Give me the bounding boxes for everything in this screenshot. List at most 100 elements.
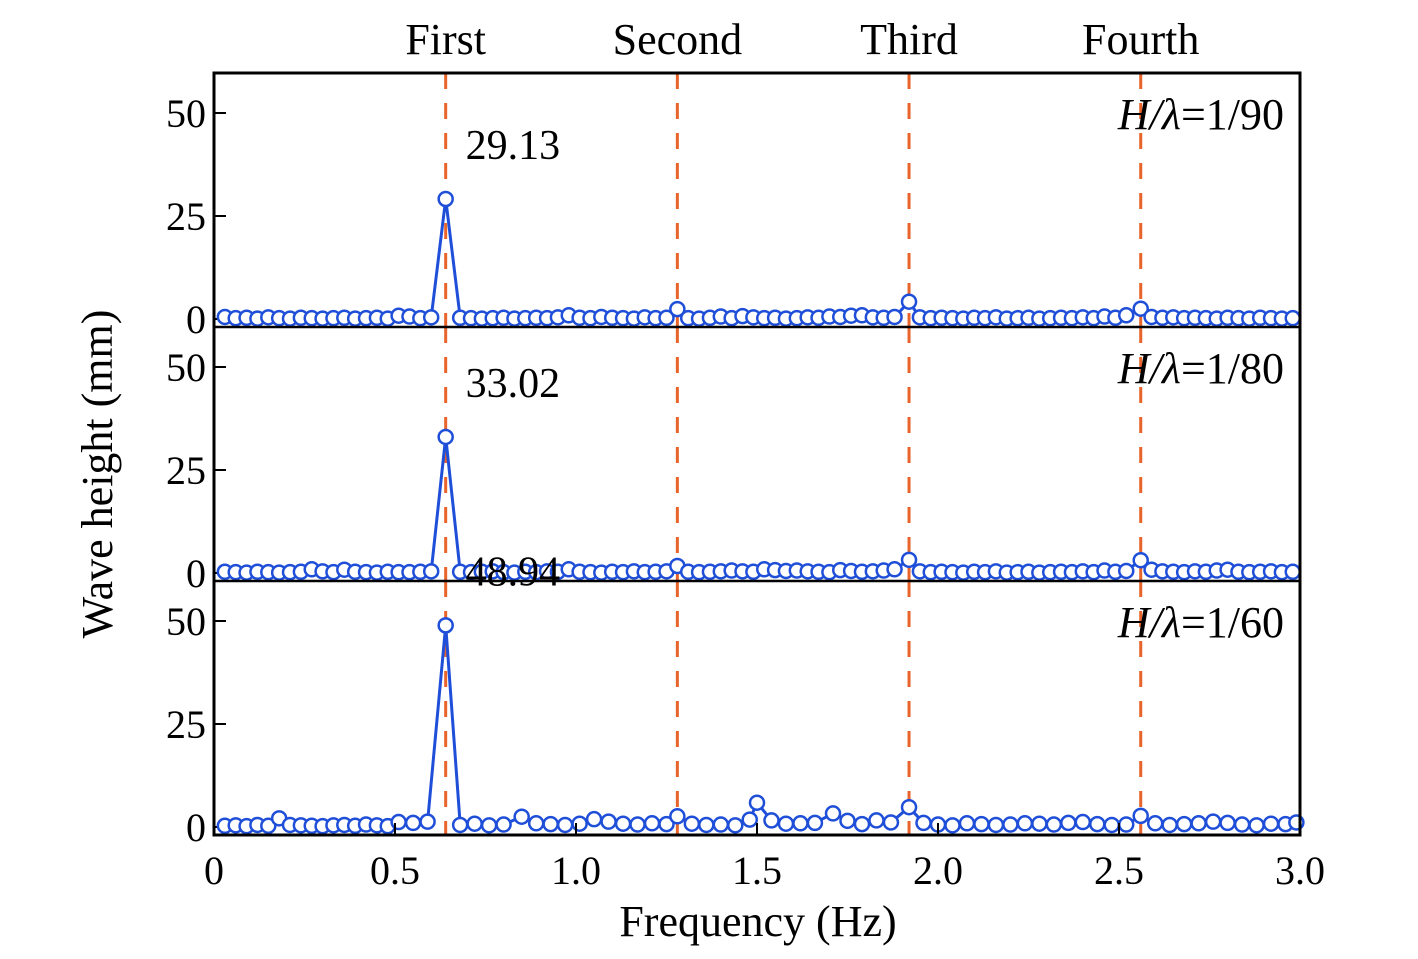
data-point [1284,309,1302,327]
panel-2: 0 25 50 33.02 H/λ=1/80 [166,325,1302,596]
data-point [1146,815,1164,832]
data-point [629,816,646,833]
data-point [900,551,918,569]
harmonic-labels: First Second Third Fourth [405,15,1199,64]
data-point [614,815,632,832]
steepness-value: =1/60 [1181,598,1284,647]
harmonic-label-third: Third [860,15,958,64]
data-point [853,815,871,833]
data-point [973,815,990,833]
data-point [727,817,744,834]
data-point [437,190,454,208]
data-point [886,561,903,578]
data-point [480,817,498,834]
data-point [698,816,715,834]
data-point [1132,807,1149,825]
y-tick-label: 25 [166,448,206,493]
data-point [839,812,856,830]
data-point [495,816,512,833]
x-axis: 0 0.5 1.0 1.5 2.0 2.5 3.0 [204,823,1325,893]
peak-value-label: 48.94 [466,549,561,595]
data-point [868,812,885,829]
harmonic-label-first: First [405,15,486,64]
data-point [1117,562,1135,580]
data-point [1089,815,1106,833]
data-point [571,815,588,832]
data-point [1016,815,1034,832]
x-axis-title: Frequency (Hz) [619,897,896,946]
data-point [1161,816,1178,834]
steepness-variable: H/λ [1117,344,1181,393]
data-point [1262,815,1280,832]
data-point [944,817,961,834]
data-point [1190,815,1207,832]
data-point [658,309,675,327]
data-point [643,815,661,832]
panel-3: 0 25 50 48.94 H/λ=1/60 [166,549,1305,850]
data-point [451,816,469,834]
data-point [900,798,918,816]
data-point [882,814,900,831]
x-tick-label: 2.5 [1094,848,1144,893]
x-tick-label: 1.5 [732,848,782,893]
panel-1: 0 25 50 29.13 H/λ=1/90 [166,73,1302,342]
data-point [556,816,574,834]
data-point [404,814,422,832]
peak-value-label: 29.13 [466,123,561,169]
data-point [669,808,686,825]
harmonic-label-fourth: Fourth [1082,15,1199,64]
y-tick-label: 50 [166,91,206,136]
data-point [422,563,440,580]
y-tick-label: 25 [166,702,206,747]
data-point [1117,307,1135,324]
y-tick-label: 0 [186,297,206,342]
steepness-label: H/λ=1/60 [1117,598,1284,647]
y-tick-label: 50 [166,599,206,644]
peak-value-label: 33.02 [466,361,561,407]
data-point [958,815,976,832]
data-point [1074,813,1092,831]
x-tick-label: 1.0 [551,848,601,893]
data-point [777,815,795,832]
y-tick-label: 50 [166,345,206,390]
data-point [748,794,766,811]
steepness-label: H/λ=1/90 [1117,90,1284,139]
data-point [806,814,824,832]
harmonic-label-second: Second [613,15,743,64]
steepness-value: =1/90 [1181,90,1284,139]
y-tick-label: 0 [186,805,206,850]
steepness-value: =1/80 [1181,344,1284,393]
data-point [792,815,809,832]
data-point [600,813,617,830]
data-point [1132,300,1149,317]
data-point [1132,551,1149,569]
data-point [466,815,483,832]
data-point [513,808,530,825]
x-tick-label: 0.5 [370,848,420,893]
data-point [527,815,545,832]
data-point [683,815,701,832]
steepness-variable: H/λ [1117,90,1181,139]
steepness-variable: H/λ [1117,598,1181,647]
data-point [886,308,903,326]
data-point [1204,813,1222,830]
data-point [900,293,918,310]
data-point [585,810,603,828]
data-point [260,817,277,835]
data-point [658,815,675,833]
steepness-label: H/λ=1/80 [1117,344,1284,393]
data-point [542,815,559,833]
data-point [437,617,454,634]
data-point [1117,816,1135,833]
data-point [419,813,436,830]
data-point [1248,817,1265,834]
data-point [1002,816,1019,833]
data-point [1175,815,1193,833]
data-point [1031,815,1048,832]
x-tick-label: 0 [204,848,224,893]
data-point [987,816,1005,834]
data-point [712,816,730,833]
